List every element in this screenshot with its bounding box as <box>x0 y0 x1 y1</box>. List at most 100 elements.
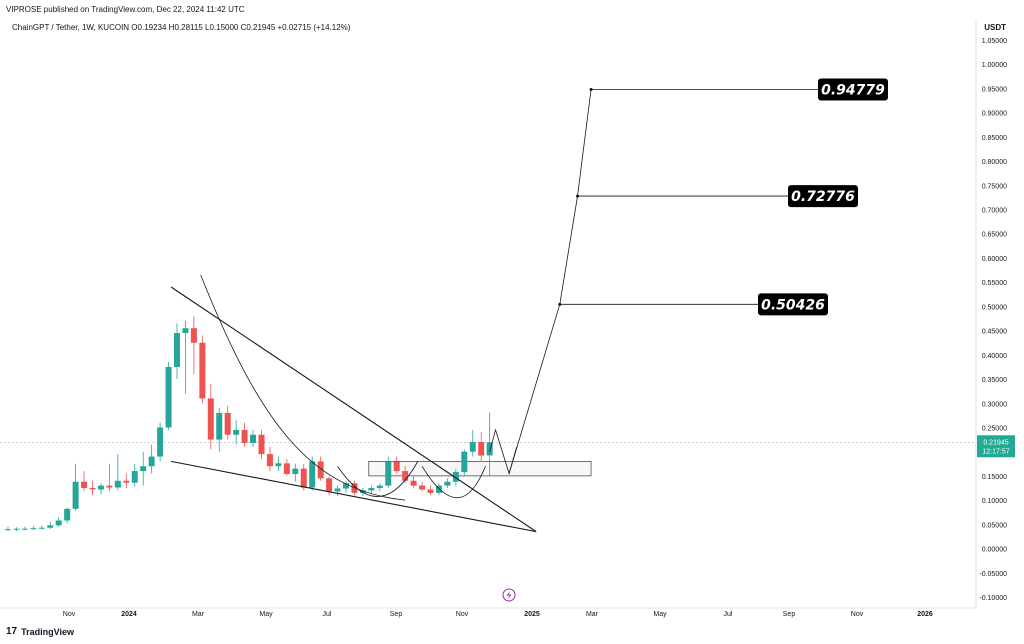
candle[interactable] <box>47 521 54 530</box>
y-tick-label: 0.80000 <box>982 159 1007 166</box>
candle[interactable] <box>258 429 265 459</box>
candle[interactable] <box>21 526 28 531</box>
candle[interactable] <box>241 422 248 447</box>
candle-body <box>47 525 54 528</box>
target-callout-label: 0.50426 <box>761 297 825 313</box>
candle[interactable] <box>38 525 45 530</box>
candle[interactable] <box>444 478 451 489</box>
candle-body <box>368 488 375 491</box>
candle-body <box>64 508 71 521</box>
candle[interactable] <box>224 405 231 440</box>
candle[interactable] <box>368 485 375 494</box>
candle[interactable] <box>410 475 417 489</box>
candle[interactable] <box>266 446 273 472</box>
candle[interactable] <box>131 463 138 487</box>
candle[interactable] <box>148 444 155 474</box>
x-tick-label: 2025 <box>524 611 540 618</box>
candle[interactable] <box>199 335 206 404</box>
flash-icon[interactable] <box>502 588 516 602</box>
breakout-zone-rect[interactable] <box>368 461 592 477</box>
candle[interactable] <box>435 483 442 496</box>
candle[interactable] <box>114 454 121 491</box>
projection-path[interactable] <box>508 89 592 474</box>
candle[interactable] <box>140 451 147 486</box>
candle[interactable] <box>283 458 290 476</box>
price-tag-countdown: 12:17:57 <box>982 448 1009 455</box>
candle[interactable] <box>486 412 493 476</box>
x-tick-label: Nov <box>456 611 469 618</box>
candle[interactable] <box>30 526 37 531</box>
candle-body <box>376 485 383 489</box>
candle[interactable] <box>343 480 349 493</box>
candle[interactable] <box>64 507 71 524</box>
y-tick-label: -0.10000 <box>979 595 1007 602</box>
candle[interactable] <box>123 473 130 489</box>
candle[interactable] <box>165 362 172 430</box>
candle[interactable] <box>233 420 240 445</box>
candle-body <box>157 427 164 457</box>
candle-body <box>427 489 434 493</box>
y-tick-label: 0.25000 <box>982 425 1007 432</box>
candle[interactable] <box>97 483 104 495</box>
candle-body <box>250 434 257 443</box>
candle[interactable] <box>182 320 189 394</box>
candle[interactable] <box>216 408 223 452</box>
candle[interactable] <box>174 323 180 380</box>
upper-trendline[interactable] <box>170 286 537 533</box>
candle[interactable] <box>81 471 88 492</box>
candle[interactable] <box>157 422 164 462</box>
candle-body <box>402 471 409 481</box>
candle-body <box>486 442 493 456</box>
candle[interactable] <box>13 527 20 532</box>
y-tick-label: 1.00000 <box>982 62 1007 69</box>
curve-line[interactable] <box>200 274 406 501</box>
candle-body <box>38 527 45 529</box>
candle[interactable] <box>478 432 485 462</box>
candle-body <box>385 461 392 486</box>
candle-body <box>393 461 400 472</box>
candle-body <box>174 333 180 367</box>
target-callout-label: 0.94779 <box>821 83 885 99</box>
candle[interactable] <box>452 468 459 486</box>
current-price-tag[interactable]: 0.21945 12:17:57 <box>977 435 1015 458</box>
time-axis[interactable]: Nov 2024 Mar May Jul Sep Nov 2025 Mar May Jul Sep No… <box>63 611 933 618</box>
candle[interactable] <box>5 526 11 532</box>
candle[interactable] <box>207 383 214 450</box>
candle[interactable] <box>461 449 468 476</box>
currency-label[interactable]: USDT <box>984 23 1006 32</box>
candle[interactable] <box>275 456 282 472</box>
candle[interactable] <box>190 316 197 375</box>
candle[interactable] <box>89 480 96 496</box>
candle[interactable] <box>250 429 257 447</box>
target-callout[interactable]: 0.72776 <box>788 185 858 208</box>
candle-body <box>461 451 468 473</box>
candle[interactable] <box>300 463 307 491</box>
candle[interactable] <box>334 485 341 497</box>
cup-arc[interactable] <box>337 461 419 497</box>
candle[interactable] <box>106 463 113 492</box>
y-tick-label: 0.55000 <box>982 280 1007 287</box>
x-tick-label: Sep <box>783 611 796 618</box>
cup-arc[interactable] <box>421 466 486 498</box>
target-callout[interactable]: 0.94779 <box>818 78 888 101</box>
candle[interactable] <box>469 429 476 457</box>
y-tick-label: 0.10000 <box>982 498 1007 505</box>
target-callout[interactable]: 0.50426 <box>758 293 828 316</box>
candle[interactable] <box>419 481 426 492</box>
x-tick-label: Mar <box>192 611 205 618</box>
candle[interactable] <box>427 485 434 496</box>
price-axis[interactable]: 1.05000 1.00000 0.95000 0.90000 0.85000 0.800… <box>979 38 1007 602</box>
candle-body <box>266 454 273 467</box>
y-tick-label: 0.65000 <box>982 232 1007 239</box>
candle[interactable] <box>376 483 383 492</box>
candle-body <box>207 398 214 440</box>
tradingview-logo[interactable]: 17 TradingView <box>6 626 74 637</box>
lower-trendline[interactable] <box>170 460 537 533</box>
candle[interactable] <box>393 456 400 474</box>
candle[interactable] <box>292 463 299 482</box>
candle-body <box>469 442 476 452</box>
candle[interactable] <box>385 456 392 489</box>
candle[interactable] <box>55 517 62 527</box>
candle[interactable] <box>72 463 79 511</box>
